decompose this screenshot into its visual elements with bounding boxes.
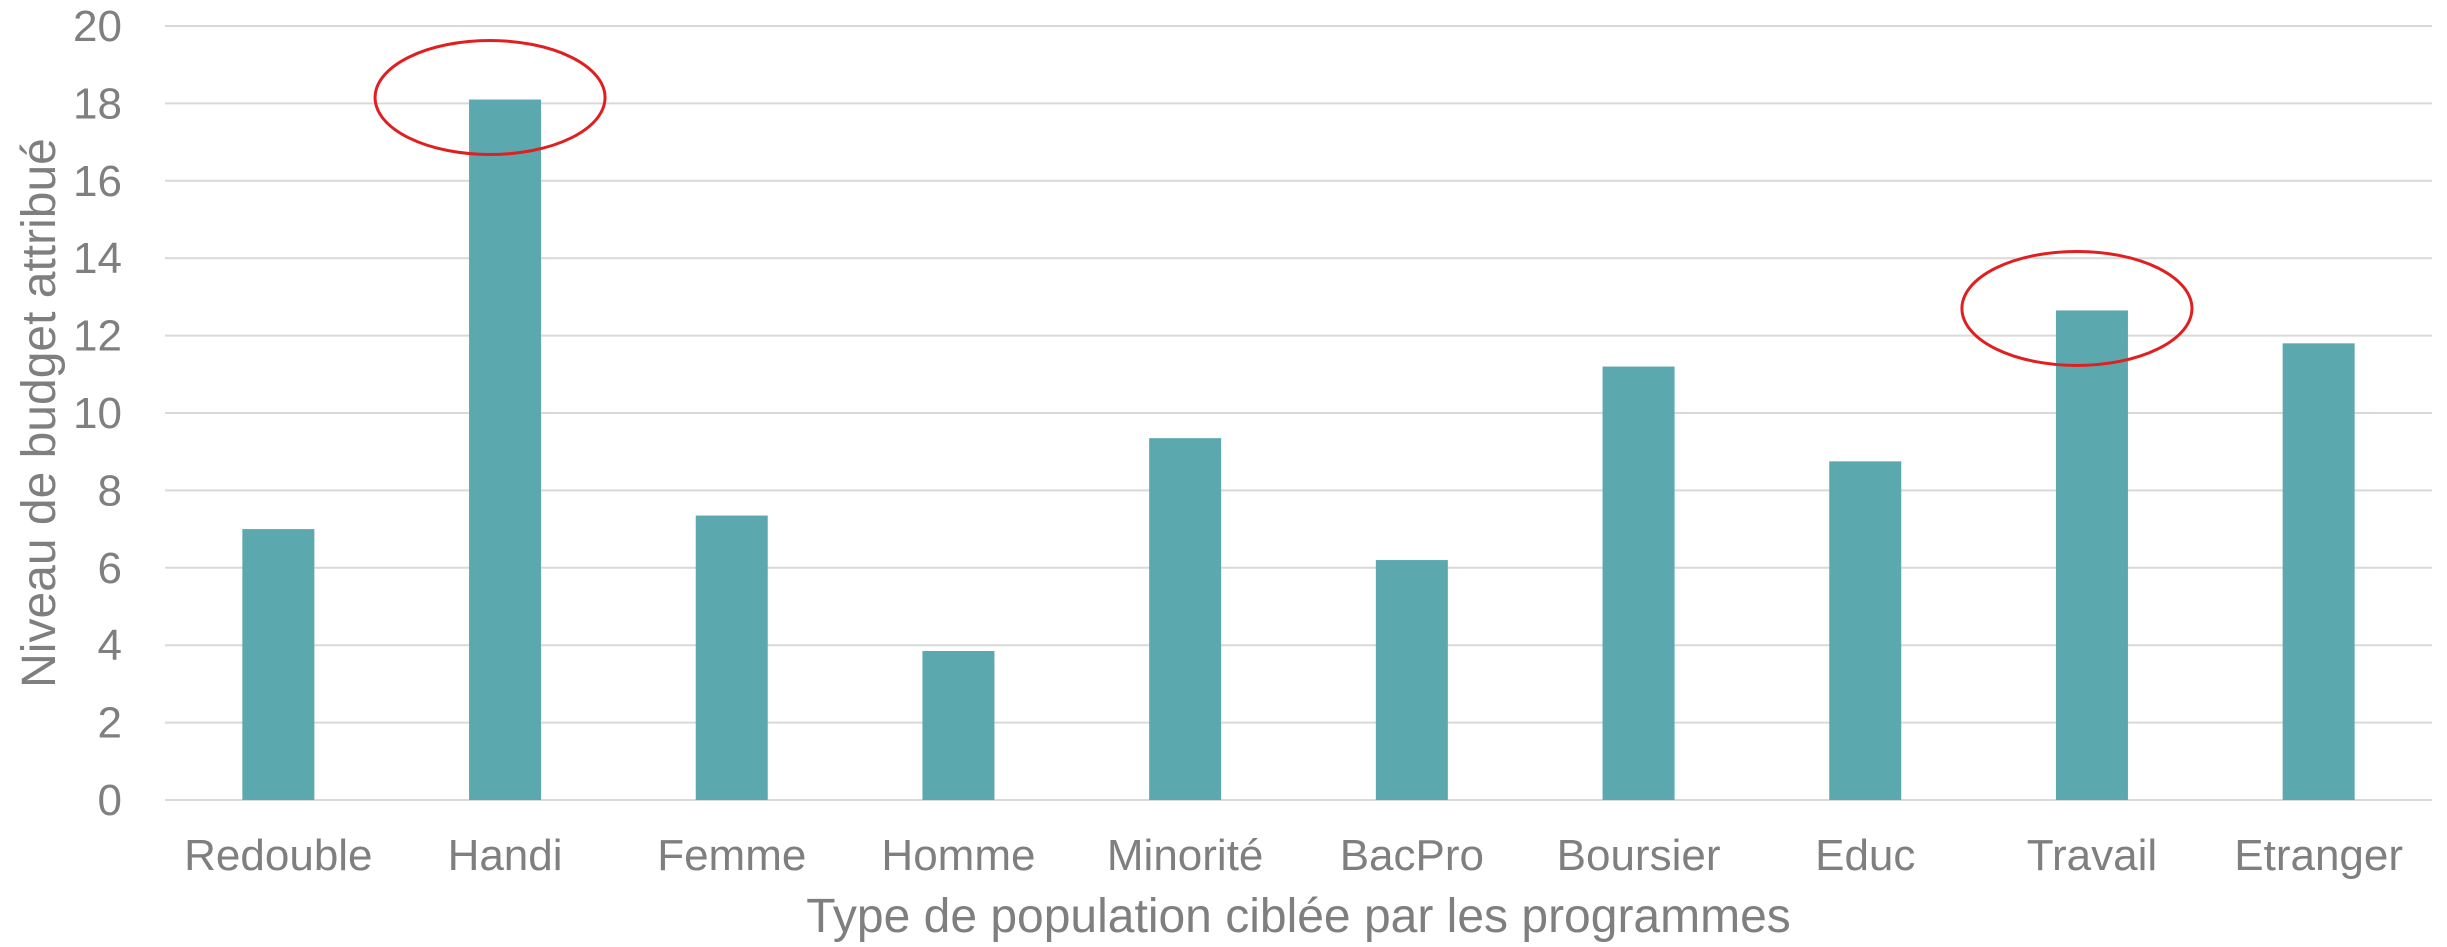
x-axis-ticks: Redouble Handi Femme Homme Minorité BacPro Bou… (184, 831, 2403, 880)
highlight-ellipses (373, 39, 2194, 367)
x-tick-label: Minorité (1107, 831, 1264, 880)
bars (242, 99, 2355, 800)
highlight-ellipse (373, 39, 607, 157)
y-axis-ticks: 0 2 4 6 8 10 12 14 16 18 20 (73, 2, 122, 825)
y-tick-label: 4 (98, 621, 122, 670)
y-tick-label: 0 (98, 776, 122, 825)
x-tick-label: Handi (448, 831, 563, 880)
y-tick-label: 16 (73, 157, 122, 206)
x-tick-label: Etranger (2234, 831, 2403, 880)
y-tick-label: 18 (73, 79, 122, 128)
y-tick-label: 20 (73, 2, 122, 51)
x-tick-label: Homme (881, 831, 1035, 880)
bar-redouble (242, 529, 315, 800)
bar-minorité (1149, 438, 1222, 800)
x-tick-label: BacPro (1340, 831, 1484, 880)
bar-homme (922, 651, 995, 800)
y-tick-label: 8 (98, 466, 122, 515)
bar-bacpro (1375, 560, 1448, 800)
bar-educ (1829, 461, 1902, 800)
bar-etranger (2282, 343, 2355, 800)
bar-boursier (1602, 366, 1675, 800)
x-axis-title: Type de population ciblée par les progra… (806, 890, 1791, 943)
bar-femme (695, 515, 768, 800)
x-tick-label: Boursier (1557, 831, 1721, 880)
grid-lines (165, 25, 2432, 801)
x-tick-label: Redouble (184, 831, 372, 880)
highlight-ellipse (1960, 249, 2194, 367)
y-tick-label: 14 (73, 234, 122, 283)
x-tick-label: Educ (1815, 831, 1915, 880)
x-tick-label: Femme (657, 831, 806, 880)
bar-travail (2055, 310, 2128, 800)
bar-handi (469, 99, 542, 800)
y-axis-title: Niveau de budget attribué (13, 138, 66, 688)
y-tick-label: 10 (73, 389, 122, 438)
y-tick-label: 6 (98, 544, 122, 593)
x-tick-label: Travail (2027, 831, 2157, 880)
y-tick-label: 2 (98, 699, 122, 748)
y-tick-label: 12 (73, 312, 122, 361)
